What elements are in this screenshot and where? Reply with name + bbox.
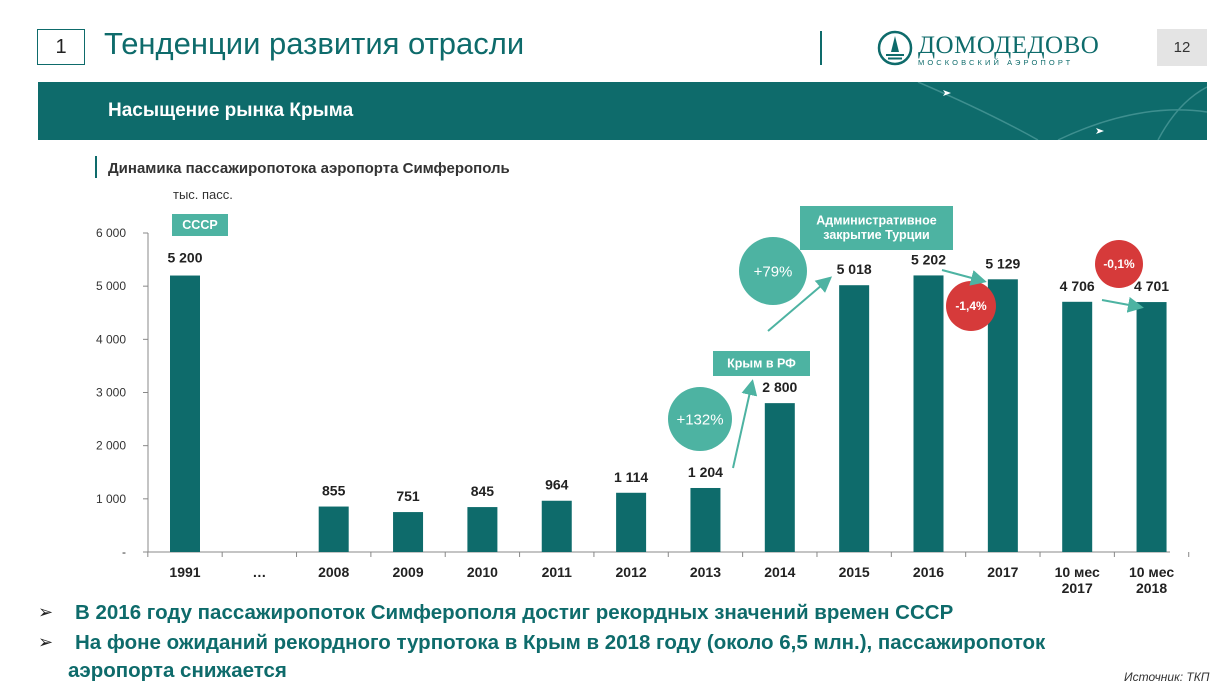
y-tick-label: 2 000 bbox=[96, 439, 126, 453]
drop-10m-circle bbox=[1095, 240, 1143, 288]
data-label: 964 bbox=[545, 477, 569, 493]
x-tick-label: 2008 bbox=[318, 564, 349, 580]
subtitle-marker bbox=[95, 156, 97, 178]
y-tick-label: 3 000 bbox=[96, 386, 126, 400]
y-tick-label: 1 000 bbox=[96, 492, 126, 506]
drop-2017-circle bbox=[946, 281, 996, 331]
y-tick-label: 6 000 bbox=[96, 226, 126, 240]
x-tick-label: 2011 bbox=[542, 564, 573, 580]
bar bbox=[987, 279, 1018, 552]
x-tick-label: 10 мес 2018 bbox=[1129, 564, 1174, 596]
flight-path-decoration bbox=[917, 82, 1207, 140]
y-tick-label: 5 000 bbox=[96, 279, 126, 293]
logo-subtitle: МОСКОВСКИЙ АЭРОПОРТ bbox=[918, 58, 1074, 67]
section-banner: Насыщение рынка Крыма bbox=[38, 82, 1207, 140]
bullet-2: На фоне ожиданий рекордного турпотока в … bbox=[75, 631, 1046, 654]
bar bbox=[616, 492, 647, 552]
growth-132-label: +132% bbox=[676, 411, 723, 428]
data-label: 5 129 bbox=[985, 255, 1020, 271]
ussr-annotation-label: СССР bbox=[182, 218, 217, 232]
x-tick-label: 2015 bbox=[839, 564, 870, 580]
data-label: 5 200 bbox=[167, 250, 202, 266]
banner-title: Насыщение рынка Крыма bbox=[108, 100, 354, 121]
source-note: Источник: ТКП bbox=[1124, 670, 1210, 684]
chart-subtitle: Динамика пассажиропотока аэропорта Симфе… bbox=[108, 160, 510, 177]
data-label: 1 114 bbox=[614, 469, 648, 485]
ussr-annotation-box bbox=[172, 214, 228, 236]
arrow-2016-2017 bbox=[941, 269, 987, 286]
data-label: 855 bbox=[322, 483, 346, 499]
bar bbox=[393, 512, 424, 552]
bar bbox=[690, 487, 721, 552]
x-tick-label: … bbox=[252, 564, 266, 580]
x-tick-label: 2009 bbox=[392, 564, 423, 580]
data-label: 2 800 bbox=[762, 379, 797, 395]
bar bbox=[170, 275, 200, 552]
slide-section-number-text: 1 bbox=[55, 35, 67, 58]
data-label: 5 202 bbox=[911, 251, 946, 267]
crimea-annotation-box bbox=[713, 351, 810, 376]
bar bbox=[541, 500, 572, 552]
x-tick-label: 10 мес 2017 bbox=[1055, 564, 1100, 596]
chart-unit: тыс. пасс. bbox=[173, 187, 233, 202]
data-label: 751 bbox=[396, 488, 420, 504]
slide-section-number: 1 bbox=[37, 29, 85, 65]
drop-2017-label: -1,4% bbox=[955, 299, 987, 313]
y-tick-label: - bbox=[122, 545, 126, 559]
x-tick-label: 2017 bbox=[987, 564, 1018, 580]
bar bbox=[467, 507, 498, 552]
x-tick-label: 2016 bbox=[913, 564, 944, 580]
logo-name: ДОМОДЕДОВО bbox=[918, 32, 1100, 59]
x-tick-label: 2014 bbox=[764, 564, 795, 580]
page-number-text: 12 bbox=[1173, 39, 1191, 56]
data-label: 1 204 bbox=[688, 464, 723, 480]
y-tick-label: 4 000 bbox=[96, 332, 126, 346]
turkey-annotation-label: Административное закрытие Турции bbox=[816, 214, 936, 242]
data-label: 5 018 bbox=[837, 261, 872, 277]
logo-emblem-icon bbox=[877, 30, 913, 66]
page-title: Тенденции развития отрасли bbox=[104, 26, 525, 61]
bar bbox=[913, 275, 944, 552]
bullet-marker-1: ➢ bbox=[38, 602, 54, 622]
bullet-1: В 2016 году пассажиропоток Симферополя д… bbox=[75, 601, 954, 624]
arrow-2014-2015 bbox=[767, 276, 833, 332]
growth-79-circle bbox=[739, 237, 807, 305]
growth-79-label: +79% bbox=[754, 263, 793, 280]
x-tick-label: 2010 bbox=[467, 564, 498, 580]
crimea-annotation-label: Крым в РФ bbox=[727, 357, 796, 371]
growth-132-circle bbox=[668, 387, 732, 451]
bullet-marker-2: ➢ bbox=[38, 632, 54, 652]
bullet-2-continued: аэропорта снижается bbox=[68, 659, 287, 682]
page-number: 12 bbox=[1157, 29, 1207, 66]
x-tick-label: 2012 bbox=[616, 564, 647, 580]
x-tick-label: 1991 bbox=[169, 564, 200, 580]
data-label: 4 701 bbox=[1134, 278, 1169, 294]
bar bbox=[1136, 302, 1167, 552]
company-logo: ДОМОДЕДОВО МОСКОВСКИЙ АЭРОПОРТ bbox=[877, 28, 1099, 72]
bar bbox=[764, 403, 795, 552]
bar bbox=[318, 506, 349, 552]
x-tick-label: 2013 bbox=[690, 564, 721, 580]
arrow-10m bbox=[1101, 296, 1144, 313]
title-divider bbox=[820, 31, 822, 65]
bar bbox=[1062, 301, 1093, 552]
data-label: 845 bbox=[471, 483, 495, 499]
arrow-2013-2014 bbox=[732, 379, 758, 469]
turkey-annotation-box bbox=[800, 206, 953, 250]
bar bbox=[839, 285, 870, 552]
data-label: 4 706 bbox=[1060, 278, 1095, 294]
drop-10m-label: -0,1% bbox=[1103, 257, 1135, 271]
